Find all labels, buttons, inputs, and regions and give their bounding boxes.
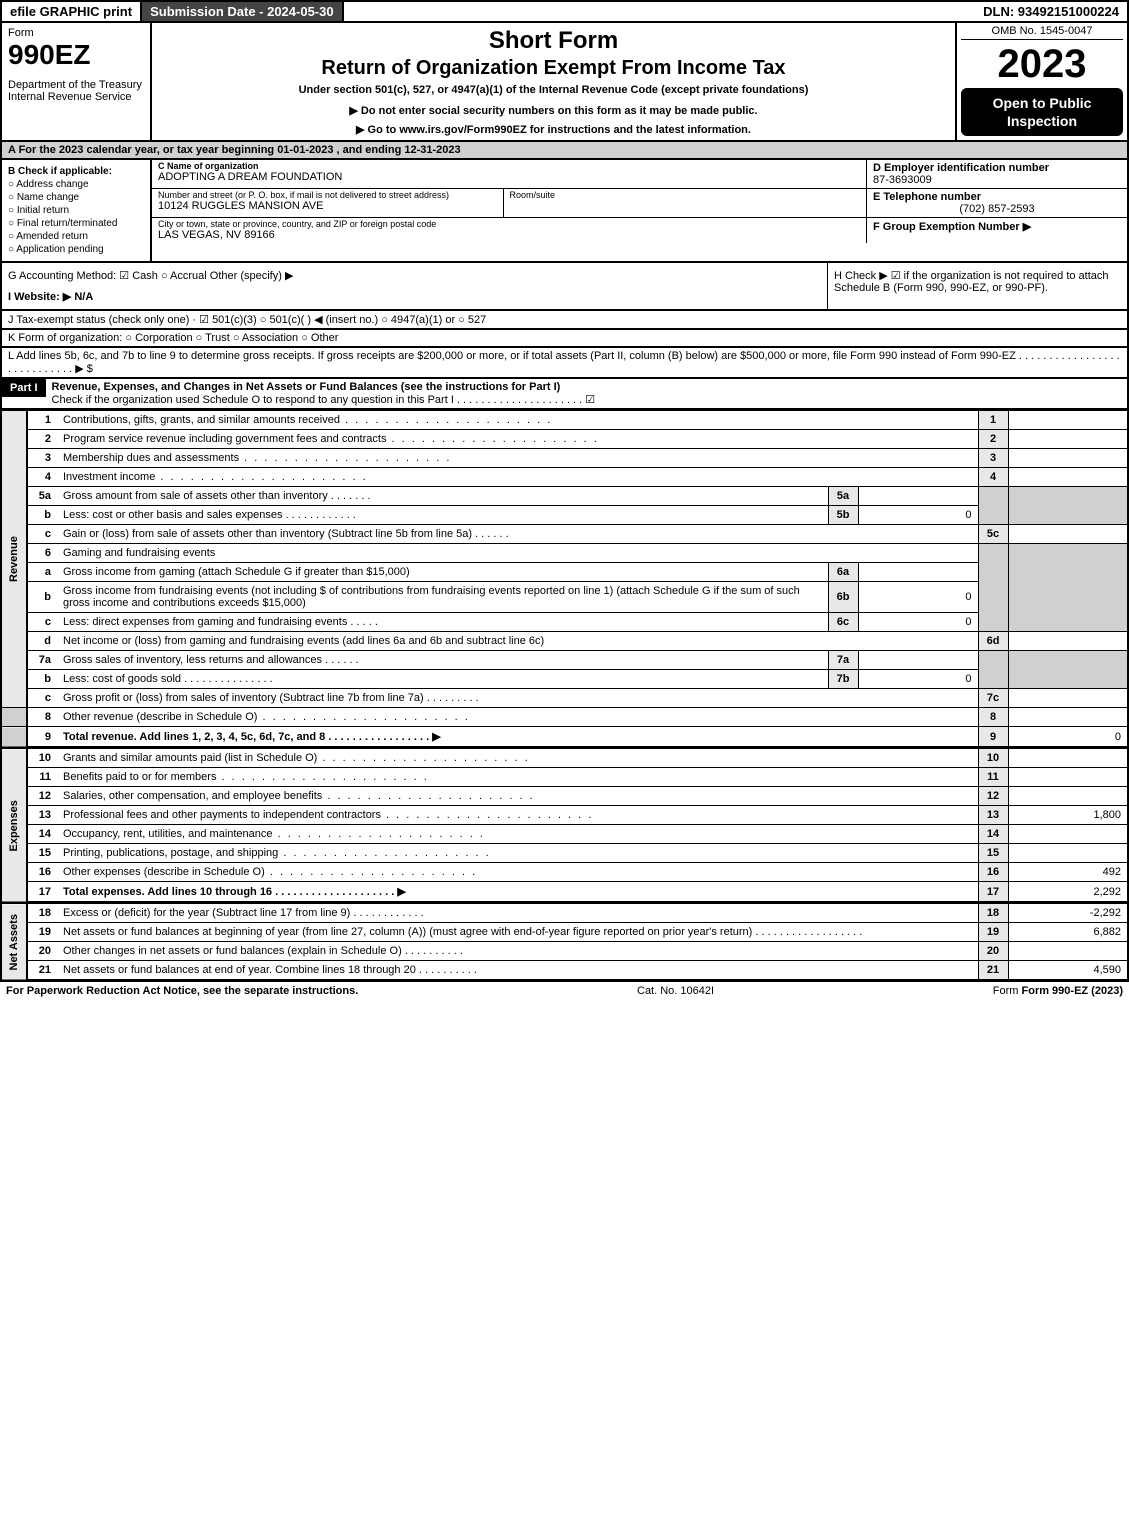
form-footer: Form Form 990-EZ (2023) — [993, 985, 1123, 997]
part-1-tag: Part I — [2, 379, 46, 397]
open-to-public: Open to Public Inspection — [961, 88, 1123, 136]
section-k: K Form of organization: ○ Corporation ○ … — [0, 330, 1129, 348]
part-1-header: Part I Revenue, Expenses, and Changes in… — [0, 379, 1129, 410]
d-label: D Employer identification number — [873, 162, 1121, 174]
top-bar: efile GRAPHIC print Submission Date - 20… — [0, 0, 1129, 23]
part-1-title: Revenue, Expenses, and Changes in Net As… — [52, 381, 561, 393]
tax-year: 2023 — [961, 44, 1123, 84]
phone: (702) 857-2593 — [873, 203, 1121, 215]
f-label: F Group Exemption Number ▶ — [873, 220, 1121, 233]
c-label: C Name of organization — [152, 160, 866, 171]
street-label: Number and street (or P. O. box, if mail… — [152, 189, 503, 200]
expenses-side: Expenses — [1, 749, 27, 903]
section-g-h: G Accounting Method: ☑ Cash ○ Accrual Ot… — [0, 263, 1129, 311]
under-section: Under section 501(c), 527, or 4947(a)(1)… — [160, 84, 947, 96]
section-l: L Add lines 5b, 6c, and 7b to line 9 to … — [0, 348, 1129, 379]
g-accounting: G Accounting Method: ☑ Cash ○ Accrual Ot… — [8, 269, 821, 282]
part-1-check: Check if the organization used Schedule … — [52, 394, 596, 406]
section-j: J Tax-exempt status (check only one) · ☑… — [0, 311, 1129, 330]
form-number: 990EZ — [8, 39, 144, 71]
efile-label[interactable]: efile GRAPHIC print — [2, 2, 142, 21]
submission-date: Submission Date - 2024-05-30 — [142, 2, 344, 21]
netassets-table: Net Assets 18Excess or (deficit) for the… — [0, 903, 1129, 981]
street: 10124 RUGGLES MANSION AVE — [152, 200, 503, 214]
pra-notice: For Paperwork Reduction Act Notice, see … — [6, 985, 358, 997]
b-header: B Check if applicable: — [8, 166, 144, 177]
city-label: City or town, state or province, country… — [152, 218, 866, 229]
cat-no: Cat. No. 10642I — [637, 985, 714, 997]
h-check: H Check ▶ ☑ if the organization is not r… — [827, 263, 1127, 309]
section-b: B Check if applicable: Address change Na… — [2, 160, 152, 261]
revenue-table: Revenue 1Contributions, gifts, grants, a… — [0, 410, 1129, 748]
form-header: Form 990EZ Department of the Treasury In… — [0, 23, 1129, 142]
check-amended[interactable]: Amended return — [8, 231, 144, 242]
form-label: Form — [8, 27, 144, 39]
return-title: Return of Organization Exempt From Incom… — [160, 57, 947, 80]
ein: 87-3693009 — [873, 174, 1121, 186]
check-final-return[interactable]: Final return/terminated — [8, 218, 144, 229]
revenue-side: Revenue — [1, 411, 27, 708]
footer: For Paperwork Reduction Act Notice, see … — [0, 981, 1129, 1000]
expenses-table: Expenses 10Grants and similar amounts pa… — [0, 748, 1129, 903]
room-label: Room/suite — [503, 189, 867, 217]
section-b-c-d-e-f: B Check if applicable: Address change Na… — [0, 160, 1129, 263]
i-website: I Website: ▶ N/A — [8, 290, 821, 303]
section-a: A For the 2023 calendar year, or tax yea… — [0, 142, 1129, 160]
department: Department of the Treasury Internal Reve… — [8, 79, 144, 103]
do-not-enter: ▶ Do not enter social security numbers o… — [160, 104, 947, 117]
check-address-change[interactable]: Address change — [8, 179, 144, 190]
check-name-change[interactable]: Name change — [8, 192, 144, 203]
short-form-title: Short Form — [160, 27, 947, 55]
netassets-side: Net Assets — [1, 904, 27, 981]
e-label: E Telephone number — [873, 191, 1121, 203]
org-name: ADOPTING A DREAM FOUNDATION — [152, 171, 866, 185]
goto-link[interactable]: ▶ Go to www.irs.gov/Form990EZ for instru… — [160, 123, 947, 136]
dln: DLN: 93492151000224 — [975, 2, 1127, 21]
check-initial-return[interactable]: Initial return — [8, 205, 144, 216]
check-pending[interactable]: Application pending — [8, 244, 144, 255]
city: LAS VEGAS, NV 89166 — [152, 229, 866, 243]
omb-number: OMB No. 1545-0047 — [961, 25, 1123, 40]
